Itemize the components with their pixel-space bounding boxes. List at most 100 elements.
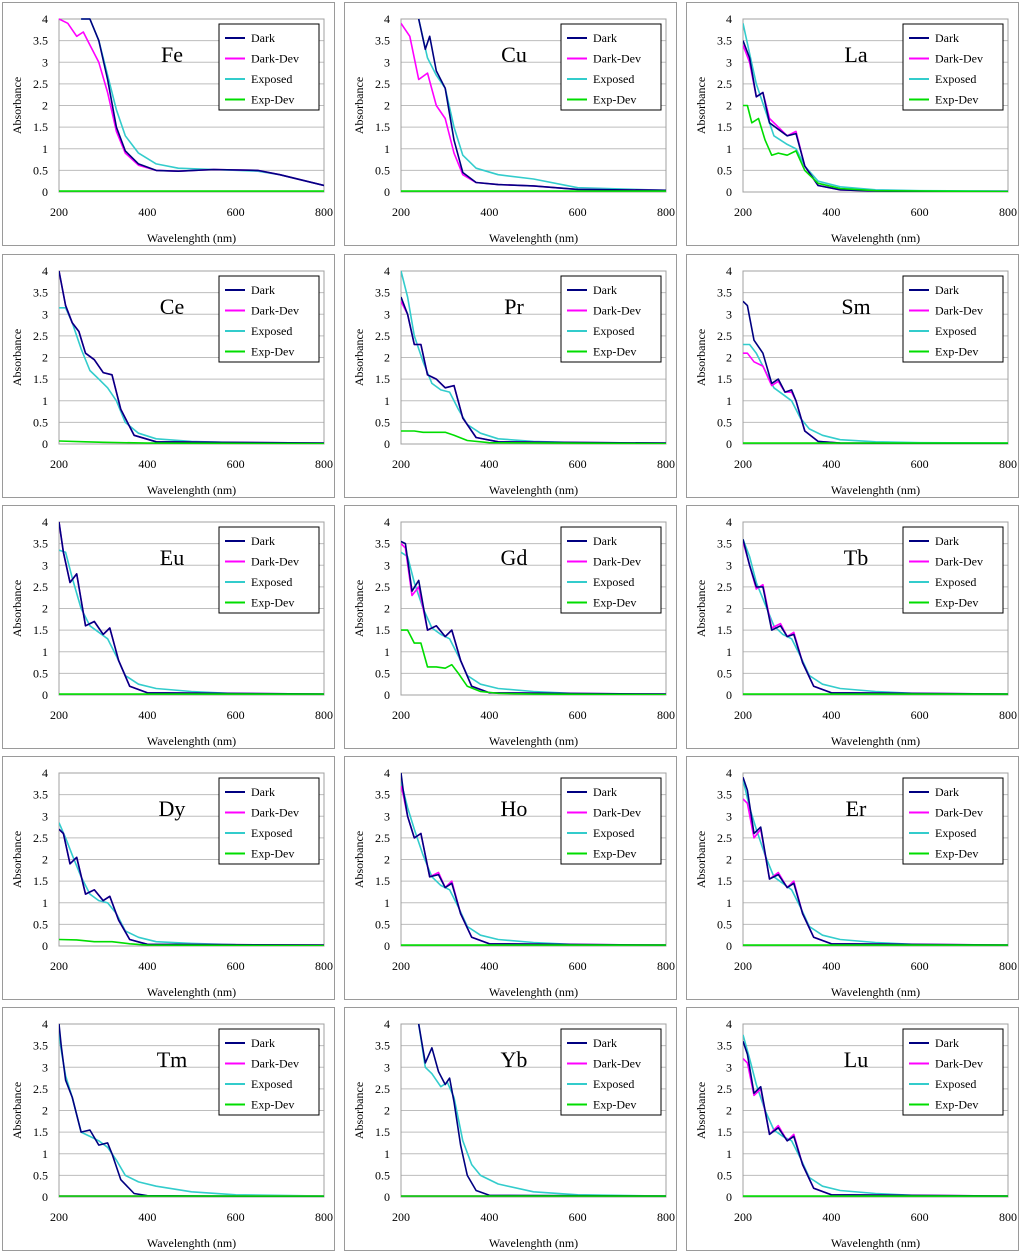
legend-label: Exposed bbox=[935, 826, 976, 840]
y-tick-label: 3 bbox=[384, 55, 390, 69]
series-line-dark bbox=[743, 539, 1008, 695]
x-axis-label: Wavelenghth (nm) bbox=[489, 734, 578, 748]
x-tick-label: 800 bbox=[315, 959, 333, 973]
chart-panel-la: 0 0.5 1 1.5 2 2.5 3 3.5 4 200 400 600 800 Wavelenghth… bbox=[686, 2, 1019, 246]
legend-label: Exp-Dev bbox=[935, 596, 978, 610]
y-tick-label: 1.5 bbox=[33, 372, 48, 386]
y-tick-label: 0.5 bbox=[375, 666, 390, 680]
chart-title: Cu bbox=[501, 42, 527, 67]
x-tick-label: 200 bbox=[392, 1210, 410, 1224]
x-axis-label: Wavelenghth (nm) bbox=[831, 734, 920, 748]
chart-panel-fe: 0 0.5 1 1.5 2 2.5 3 3.5 4 200 400 600 800 Wavelenghth… bbox=[2, 2, 335, 246]
y-tick-label: 0.5 bbox=[717, 1168, 732, 1182]
chart-panel-er: 0 0.5 1 1.5 2 2.5 3 3.5 4 200 400 600 800 Wavelenghth… bbox=[686, 756, 1019, 1000]
y-tick-label: 0 bbox=[42, 1190, 48, 1204]
x-axis-label: Wavelenghth (nm) bbox=[489, 1236, 578, 1250]
plot-area bbox=[58, 1023, 325, 1198]
legend-label: Dark-Dev bbox=[251, 555, 299, 569]
y-tick-label: 0 bbox=[726, 1190, 732, 1204]
y-tick-label: 3 bbox=[726, 809, 732, 823]
y-tick-label: 3.5 bbox=[375, 537, 390, 551]
legend-label: Exp-Dev bbox=[251, 596, 294, 610]
legend-label: Dark bbox=[935, 283, 959, 297]
x-axis-label: Wavelenghth (nm) bbox=[831, 231, 920, 245]
legend-label: Exposed bbox=[593, 575, 634, 589]
y-tick-label: 4 bbox=[384, 12, 390, 26]
chart-panel-cu: 0 0.5 1 1.5 2 2.5 3 3.5 4 200 400 600 800 Wavelenghth… bbox=[344, 2, 677, 246]
chart-title: Yb bbox=[501, 1047, 528, 1072]
y-axis-label: Absorbance bbox=[694, 1082, 708, 1139]
y-tick-label: 3.5 bbox=[375, 286, 390, 300]
series-line-dark bbox=[59, 270, 324, 444]
x-tick-label: 200 bbox=[734, 708, 752, 722]
y-tick-label: 0 bbox=[726, 185, 732, 199]
y-tick-label: 3.5 bbox=[717, 1039, 732, 1053]
y-tick-label: 4 bbox=[384, 264, 390, 278]
legend-label: Dark bbox=[935, 31, 959, 45]
y-tick-label: 1.5 bbox=[375, 874, 390, 888]
legend-label: Dark bbox=[593, 534, 617, 548]
x-tick-label: 200 bbox=[50, 205, 68, 219]
chart-svg: 0 0.5 1 1.5 2 2.5 3 3.5 4 200 400 600 800 Wavelenghth… bbox=[352, 264, 675, 497]
legend-label: Exp-Dev bbox=[935, 847, 978, 861]
legend-label: Exp-Dev bbox=[251, 847, 294, 861]
x-tick-label: 200 bbox=[392, 205, 410, 219]
chart-panel-tm: 0 0.5 1 1.5 2 2.5 3 3.5 4 200 400 600 800 Wavelenghth… bbox=[2, 1007, 335, 1251]
series-line-dark bbox=[59, 828, 324, 946]
y-tick-label: 2 bbox=[726, 99, 732, 113]
legend-label: Dark bbox=[251, 31, 275, 45]
y-tick-label: 2.5 bbox=[375, 831, 390, 845]
x-tick-label: 400 bbox=[822, 708, 840, 722]
legend-label: Exposed bbox=[593, 1077, 634, 1091]
legend-label: Exposed bbox=[935, 1077, 976, 1091]
y-axis-label: Absorbance bbox=[694, 580, 708, 637]
legend-label: Dark bbox=[935, 785, 959, 799]
series-line-exposed bbox=[59, 1032, 324, 1197]
y-tick-label: 3 bbox=[726, 1060, 732, 1074]
x-tick-label: 400 bbox=[480, 959, 498, 973]
y-tick-label: 0 bbox=[42, 939, 48, 953]
y-tick-label: 3 bbox=[726, 307, 732, 321]
y-tick-label: 2 bbox=[42, 602, 48, 616]
plot-area bbox=[400, 521, 667, 696]
y-tick-label: 0 bbox=[384, 939, 390, 953]
y-tick-label: 1 bbox=[384, 896, 390, 910]
chart-panel-yb: 0 0.5 1 1.5 2 2.5 3 3.5 4 200 400 600 800 Wavelenghth… bbox=[344, 1007, 677, 1251]
y-tick-label: 1.5 bbox=[717, 120, 732, 134]
legend-label: Dark bbox=[251, 1036, 275, 1050]
legend-label: Exposed bbox=[935, 575, 976, 589]
y-tick-label: 2 bbox=[384, 99, 390, 113]
series-line-dark-dev bbox=[743, 352, 1008, 444]
x-tick-label: 200 bbox=[392, 959, 410, 973]
y-tick-label: 2.5 bbox=[33, 831, 48, 845]
x-tick-label: 600 bbox=[569, 708, 587, 722]
x-tick-label: 800 bbox=[999, 457, 1017, 471]
series-line-exposed bbox=[743, 343, 1008, 444]
legend-label: Exp-Dev bbox=[593, 93, 636, 107]
series-line-dark bbox=[401, 296, 666, 444]
x-tick-label: 200 bbox=[734, 457, 752, 471]
x-axis-label: Wavelenghth (nm) bbox=[147, 734, 236, 748]
legend-label: Dark-Dev bbox=[593, 1057, 641, 1071]
y-axis-label: Absorbance bbox=[10, 329, 24, 386]
legend-box bbox=[218, 777, 320, 865]
plot-area bbox=[58, 521, 325, 696]
x-tick-label: 600 bbox=[911, 205, 929, 219]
x-axis-label: Wavelenghth (nm) bbox=[489, 483, 578, 497]
legend-label: Exposed bbox=[251, 826, 292, 840]
x-tick-label: 400 bbox=[138, 1210, 156, 1224]
chart-svg: 0 0.5 1 1.5 2 2.5 3 3.5 4 200 400 600 800 Wavelenghth… bbox=[10, 515, 333, 748]
y-axis-label: Absorbance bbox=[352, 831, 366, 888]
y-tick-label: 2.5 bbox=[33, 329, 48, 343]
y-tick-label: 1.5 bbox=[33, 1125, 48, 1139]
legend-label: Exp-Dev bbox=[593, 345, 636, 359]
chart-title: Lu bbox=[844, 1047, 868, 1072]
series-line-exposed bbox=[401, 270, 666, 444]
x-axis-label: Wavelenghth (nm) bbox=[831, 985, 920, 999]
y-tick-label: 3 bbox=[42, 307, 48, 321]
legend-label: Dark-Dev bbox=[251, 52, 299, 66]
x-tick-label: 600 bbox=[569, 457, 587, 471]
series-line-exposed bbox=[401, 551, 666, 695]
y-tick-label: 2.5 bbox=[33, 77, 48, 91]
plot-area bbox=[742, 521, 1009, 696]
